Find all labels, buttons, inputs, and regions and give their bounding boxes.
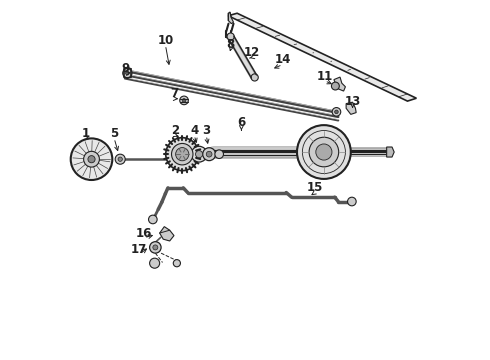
- Circle shape: [84, 151, 99, 167]
- Circle shape: [153, 245, 158, 250]
- Circle shape: [206, 151, 212, 157]
- Text: 16: 16: [136, 226, 152, 239]
- Text: 3: 3: [202, 124, 210, 137]
- Circle shape: [203, 148, 216, 161]
- Text: 9: 9: [122, 62, 130, 75]
- Text: 14: 14: [274, 53, 291, 66]
- Circle shape: [118, 157, 122, 161]
- Text: 15: 15: [307, 181, 323, 194]
- Circle shape: [215, 150, 223, 158]
- Circle shape: [191, 146, 207, 162]
- Circle shape: [148, 215, 157, 224]
- Text: 17: 17: [131, 243, 147, 256]
- Text: 5: 5: [110, 127, 118, 140]
- Text: 2: 2: [171, 124, 179, 137]
- Polygon shape: [160, 226, 174, 241]
- Text: 6: 6: [237, 116, 245, 129]
- Circle shape: [347, 197, 356, 206]
- Text: 8: 8: [226, 38, 235, 51]
- Circle shape: [331, 82, 339, 90]
- Polygon shape: [346, 102, 356, 114]
- Circle shape: [71, 138, 112, 180]
- Circle shape: [226, 34, 231, 39]
- Circle shape: [316, 144, 332, 160]
- Circle shape: [332, 108, 341, 116]
- Circle shape: [88, 156, 95, 163]
- Circle shape: [173, 260, 180, 267]
- Circle shape: [180, 96, 188, 105]
- Circle shape: [149, 242, 161, 253]
- Circle shape: [172, 143, 193, 165]
- Text: 13: 13: [344, 95, 361, 108]
- Polygon shape: [228, 13, 416, 101]
- Circle shape: [122, 68, 132, 78]
- Polygon shape: [387, 147, 394, 157]
- Circle shape: [251, 74, 258, 81]
- Polygon shape: [228, 12, 234, 24]
- Circle shape: [115, 154, 125, 164]
- Text: 4: 4: [190, 124, 198, 137]
- Circle shape: [196, 150, 203, 158]
- Circle shape: [166, 138, 199, 171]
- Text: 11: 11: [317, 69, 333, 82]
- Circle shape: [125, 71, 129, 75]
- Circle shape: [309, 137, 339, 167]
- Polygon shape: [334, 77, 345, 91]
- Circle shape: [335, 110, 338, 114]
- Text: 10: 10: [157, 33, 173, 47]
- Circle shape: [149, 258, 160, 268]
- Circle shape: [297, 125, 351, 179]
- Circle shape: [175, 148, 189, 161]
- Text: 7: 7: [170, 87, 178, 100]
- Circle shape: [182, 99, 186, 102]
- Text: 12: 12: [244, 46, 260, 59]
- Circle shape: [227, 33, 234, 40]
- Text: 1: 1: [81, 127, 90, 140]
